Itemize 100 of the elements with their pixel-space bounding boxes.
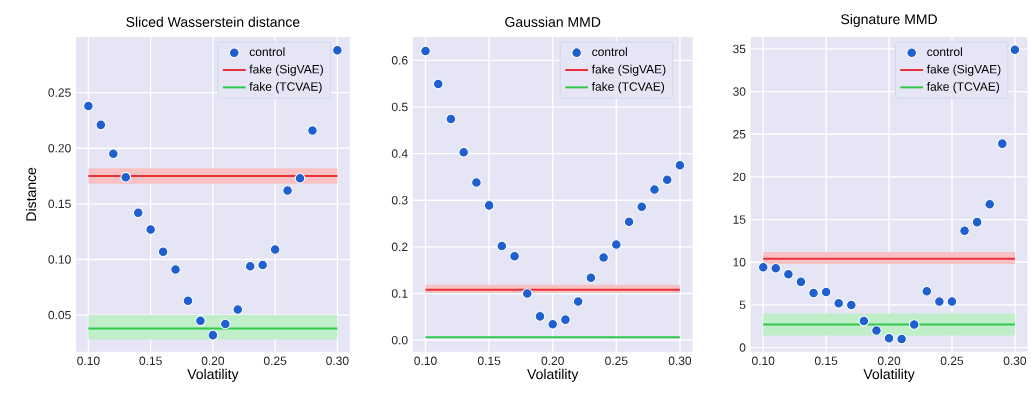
x-tick-label: 0.25 <box>263 356 287 366</box>
point <box>623 216 635 228</box>
point <box>808 287 819 299</box>
legend-label: fake (SigVAE) <box>926 64 1001 76</box>
point <box>170 264 181 275</box>
x-tick-label: 0.20 <box>201 356 225 366</box>
point <box>649 184 660 195</box>
point <box>610 239 622 250</box>
point <box>534 311 546 322</box>
y-tick-label: 0.05 <box>48 310 71 320</box>
point <box>996 138 1008 150</box>
point <box>220 318 231 330</box>
legend-label: fake (TCVAE) <box>926 82 1000 94</box>
point <box>132 207 144 219</box>
x-tick-label: 0.10 <box>77 356 100 366</box>
y-tick-label: 0.0 <box>391 336 408 345</box>
chart-title: Signature MMD <box>841 14 937 28</box>
y-tick-label: 30 <box>733 87 746 96</box>
y-tick-label: 0.2 <box>391 242 408 252</box>
point <box>908 319 920 330</box>
point <box>458 146 470 158</box>
y-tick-label: 5 <box>739 300 746 310</box>
point <box>883 332 895 344</box>
point <box>420 45 431 57</box>
y-tick-label: 0.6 <box>391 56 408 65</box>
legend-label: control <box>592 47 627 57</box>
point <box>521 288 533 299</box>
point <box>757 262 769 273</box>
y-tick-label: 0.3 <box>391 196 408 205</box>
point <box>845 299 857 311</box>
point <box>896 333 907 345</box>
chart-title: Sliced Wasserstein distance <box>126 16 300 28</box>
x-tick-label: 0.20 <box>541 356 564 366</box>
y-tick-label: 20 <box>733 172 746 182</box>
point <box>445 113 457 125</box>
legend-label: fake (TCVAE) <box>249 82 322 94</box>
chart-title: Gaussian MMD <box>505 16 601 28</box>
point <box>157 246 169 258</box>
point <box>496 240 508 252</box>
legend-label: fake (SigVAE) <box>249 64 323 76</box>
x-tick-label: 0.25 <box>940 356 964 366</box>
point <box>509 250 520 262</box>
y-tick-label: 0.20 <box>48 144 71 153</box>
point <box>770 262 782 274</box>
point <box>244 260 256 272</box>
y-tick-label: 0.1 <box>391 289 408 298</box>
point <box>674 160 686 171</box>
point <box>795 276 807 288</box>
point <box>598 252 609 264</box>
point <box>483 200 495 211</box>
y-tick-label: 15 <box>733 215 746 224</box>
point <box>432 78 444 90</box>
point <box>83 100 94 112</box>
point <box>921 286 933 297</box>
x-tick-label: 0.10 <box>414 356 437 366</box>
point <box>207 329 219 341</box>
point <box>971 216 983 228</box>
x-axis-title: Volatility <box>863 368 915 382</box>
point <box>232 304 244 315</box>
point <box>959 225 970 237</box>
x-tick-label: 0.10 <box>751 356 775 366</box>
point <box>585 272 597 284</box>
y-tick-label: 35 <box>733 44 746 54</box>
point <box>120 171 132 183</box>
point <box>471 177 482 188</box>
point <box>107 148 119 160</box>
point <box>871 325 882 336</box>
y-tick-label: 0 <box>739 343 746 352</box>
x-tick-label: 0.25 <box>605 356 628 366</box>
legend-label: fake (SigVAE) <box>591 64 666 76</box>
point <box>182 295 194 307</box>
point <box>195 315 206 327</box>
legend-label: control <box>249 47 285 57</box>
point <box>572 296 584 307</box>
point <box>833 297 845 309</box>
point <box>636 201 648 213</box>
point <box>560 314 571 326</box>
point <box>547 319 559 330</box>
point <box>332 45 343 56</box>
legend-label: control <box>927 47 962 57</box>
legend-label: fake (TCVAE) <box>591 82 665 94</box>
x-tick-label: 0.15 <box>477 356 501 366</box>
point <box>145 224 156 235</box>
y-tick-label: 0.10 <box>48 255 71 264</box>
x-tick-label: 0.20 <box>877 356 901 366</box>
y-tick-label: 0.15 <box>48 199 71 209</box>
point <box>820 286 832 298</box>
x-tick-label: 0.30 <box>1003 356 1027 366</box>
point <box>934 296 945 307</box>
x-tick-label: 0.15 <box>139 356 162 366</box>
x-axis-title: Volatility <box>187 368 239 382</box>
x-tick-label: 0.15 <box>814 356 838 366</box>
point <box>661 174 673 186</box>
point <box>282 185 293 196</box>
x-axis-title: Volatility <box>527 368 579 382</box>
point <box>294 173 306 184</box>
x-tick-label: 0.30 <box>326 356 349 366</box>
point <box>946 296 958 307</box>
y-tick-label: 10 <box>733 258 746 267</box>
y-tick-label: 25 <box>733 130 746 139</box>
